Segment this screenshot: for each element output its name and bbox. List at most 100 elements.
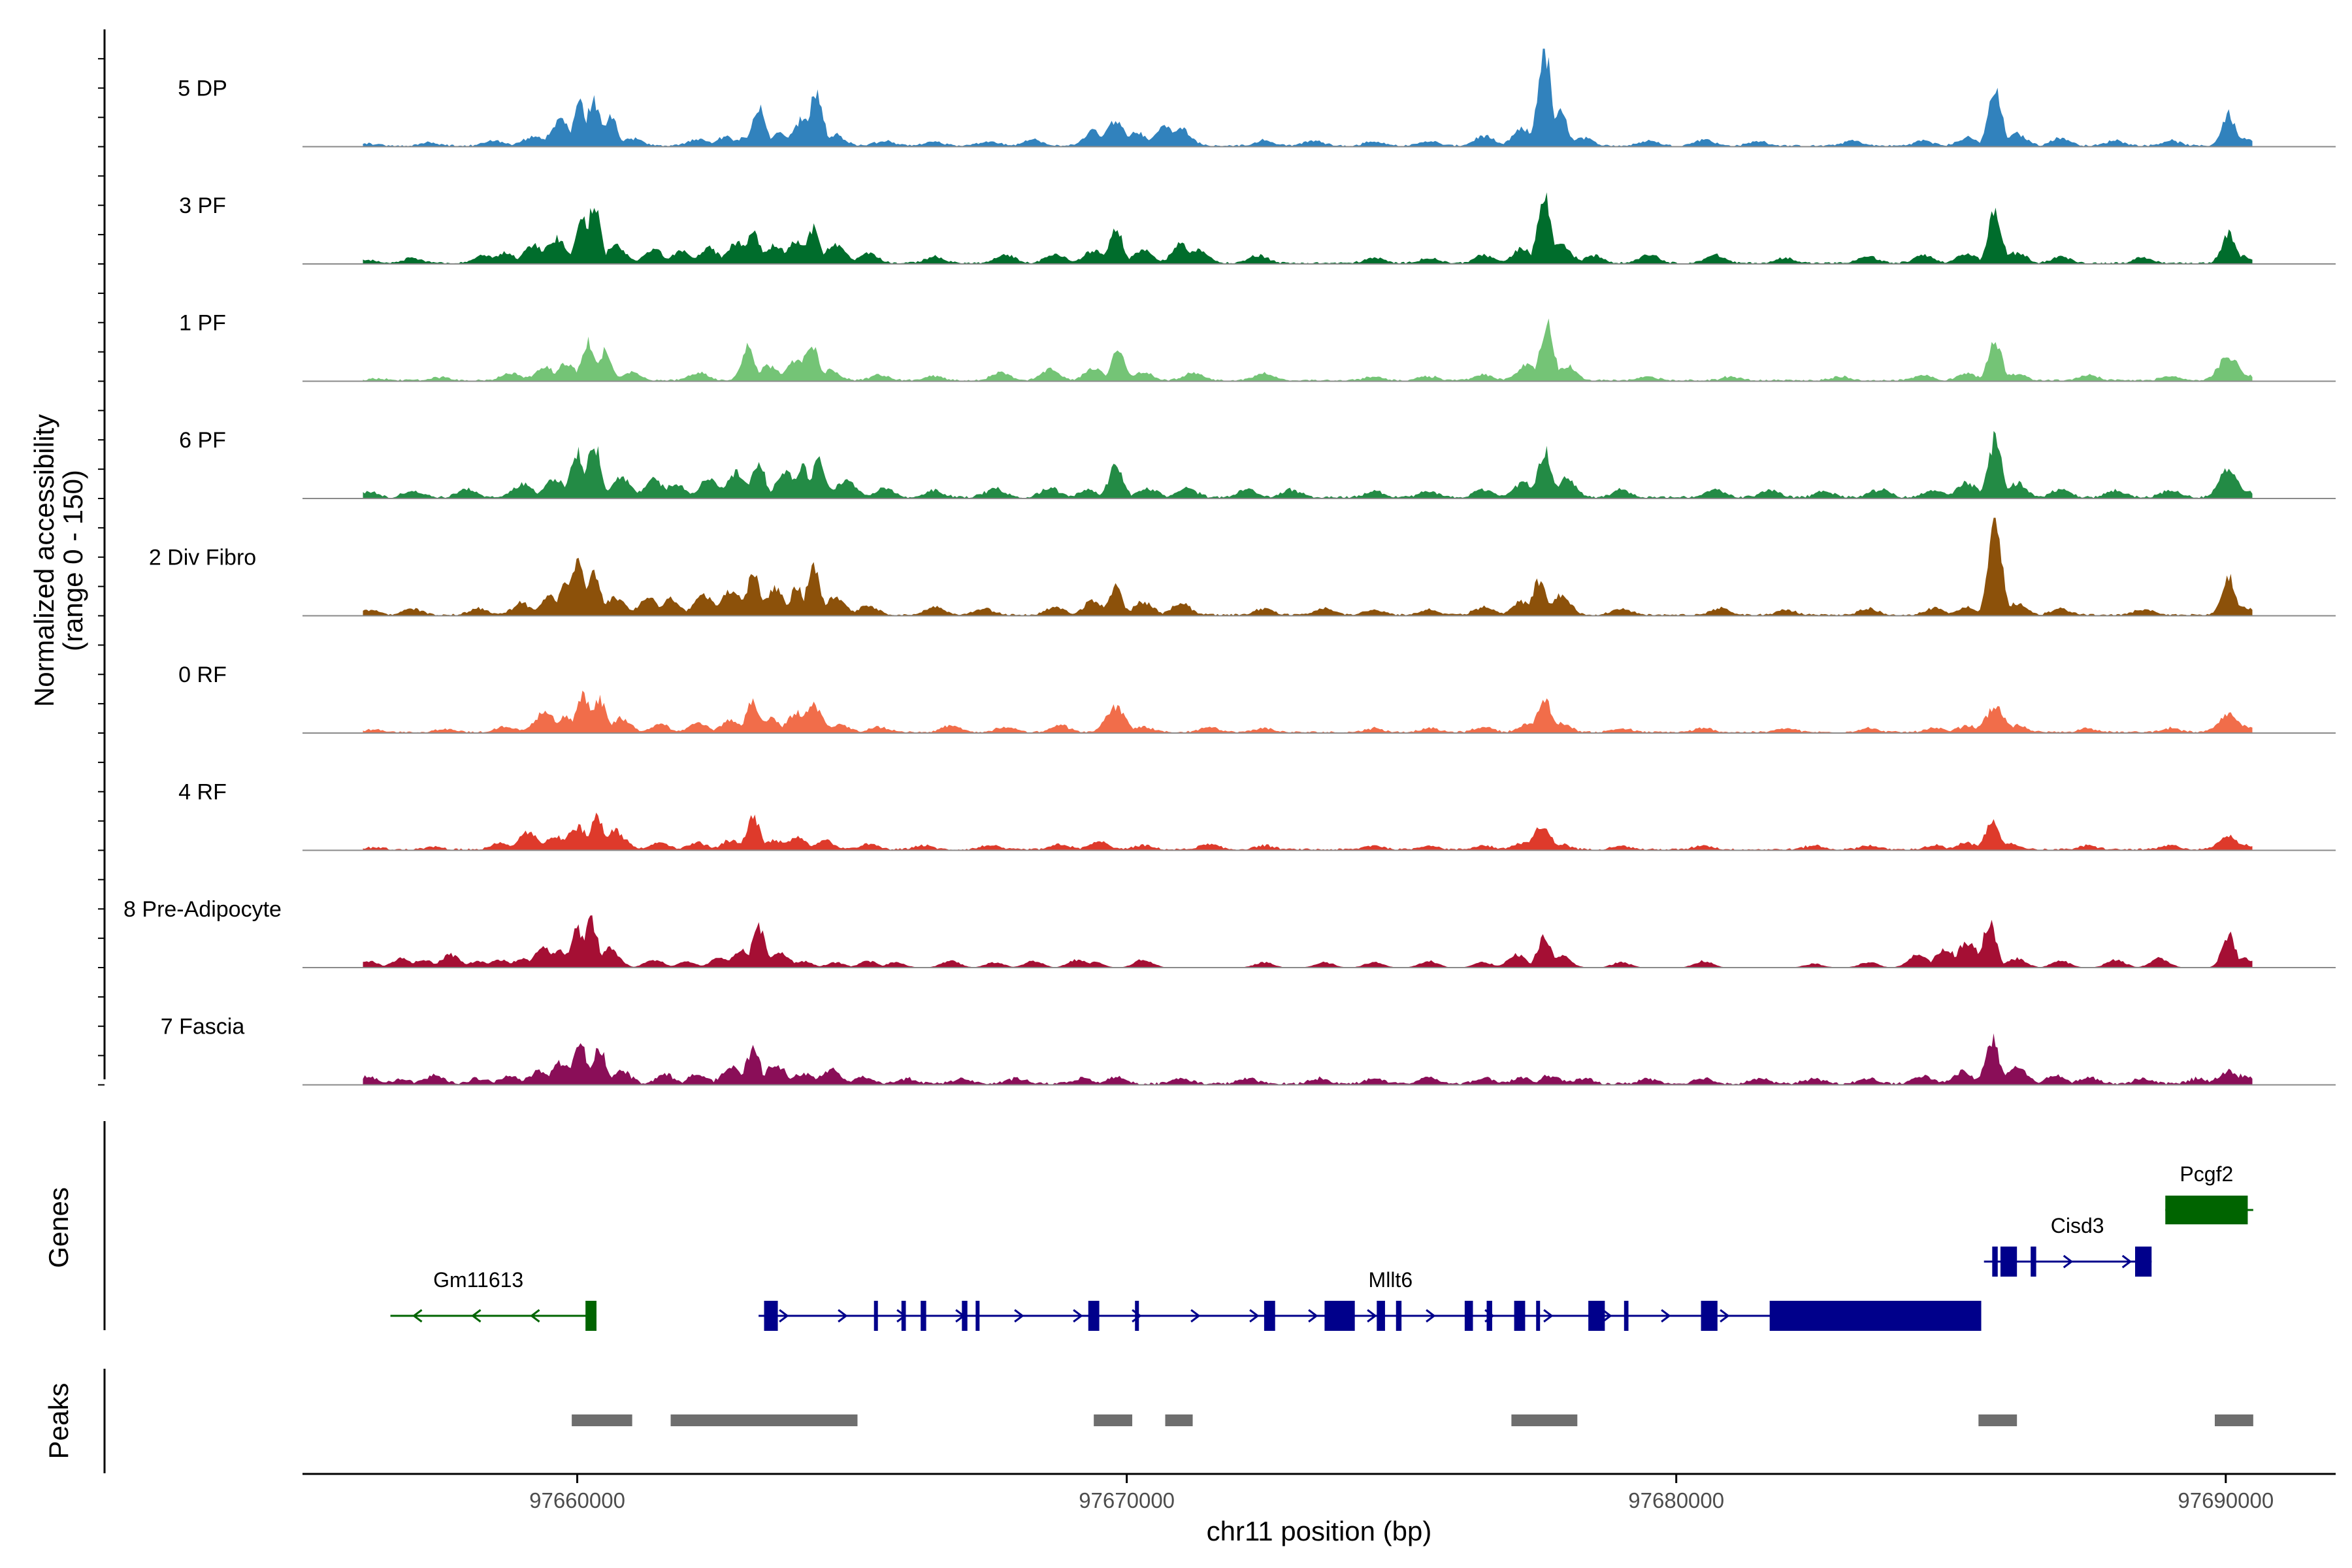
exon-block: [1088, 1301, 1100, 1331]
track-label: 3 PF: [179, 193, 226, 218]
strand-chevron: [1132, 1309, 1142, 1323]
gene-pcgf2: Pcgf2: [2165, 1162, 2253, 1224]
strand-chevron: [1602, 1309, 1612, 1323]
coverage-area: [363, 915, 2253, 968]
exon-block: [585, 1301, 596, 1331]
gene-label: Mllt6: [1369, 1268, 1413, 1292]
coverage-area: [363, 48, 2253, 147]
y-axis-title: Normalized accessibility (range 0 - 150): [29, 414, 88, 707]
strand-chevron: [1720, 1309, 1730, 1323]
coverage-area: [363, 318, 2253, 382]
gene-mllt6: Mllt6: [759, 1268, 1982, 1331]
strand-chevron: [1308, 1309, 1318, 1323]
exon-block: [2031, 1247, 2036, 1277]
peak-region: [670, 1414, 858, 1426]
exon-block: [1464, 1301, 1473, 1331]
coverage-area: [363, 1033, 2253, 1085]
exon-block: [962, 1301, 968, 1331]
exon-block: [764, 1301, 778, 1331]
track-5-dp: 5 DP: [178, 48, 2336, 148]
strand-chevron: [1367, 1309, 1377, 1323]
strand-chevron: [2121, 1254, 2132, 1269]
coverage-area: [363, 812, 2253, 851]
peak-region: [1978, 1414, 2017, 1426]
strand-chevron: [1014, 1309, 1024, 1323]
gene-label: Pcgf2: [2180, 1162, 2233, 1186]
exon-block: [1536, 1301, 1541, 1331]
exon-block: [1264, 1301, 1275, 1331]
exon-block: [1486, 1301, 1492, 1331]
track-8-pre-adipocyte: 8 Pre-Adipocyte: [123, 897, 2336, 968]
strand-chevron: [530, 1309, 540, 1323]
gene-label: Cisd3: [2051, 1214, 2104, 1237]
x-tick-label: 97690000: [2178, 1488, 2274, 1512]
track-label: 7 Fascia: [161, 1015, 245, 1039]
exon-block: [1992, 1247, 1998, 1277]
exon-block: [1588, 1301, 1605, 1331]
strand-chevron: [412, 1309, 423, 1323]
track-label: 6 PF: [179, 428, 226, 453]
exon-block: [1514, 1301, 1526, 1331]
strand-chevron: [1073, 1309, 1083, 1323]
track-0-rf: 0 RF: [178, 662, 2336, 734]
x-axis-ticks: 97660000 97670000 97680000 97690000: [529, 1474, 2274, 1512]
exon-block: [2165, 1196, 2248, 1224]
track-label: 5 DP: [178, 76, 227, 101]
strand-chevron: [1249, 1309, 1260, 1323]
gene-cisd3: Cisd3: [1984, 1214, 2152, 1277]
peak-region: [1094, 1414, 1133, 1426]
peak-region: [572, 1414, 632, 1426]
gene-label: Gm11613: [433, 1268, 523, 1292]
x-axis-title: chr11 position (bp): [1207, 1516, 1432, 1546]
strand-chevron: [2063, 1254, 2074, 1269]
exon-block: [1701, 1301, 1718, 1331]
y-axis-title-line2: (range 0 - 150): [57, 470, 88, 651]
strand-chevron: [1426, 1309, 1436, 1323]
exon-block: [2000, 1247, 2017, 1277]
exon-block: [921, 1301, 926, 1331]
track-label: 0 RF: [178, 662, 227, 687]
strand-chevron: [779, 1309, 789, 1323]
track-6-pf: 6 PF: [179, 428, 2336, 499]
coverage-area: [363, 691, 2253, 733]
coverage-area: [363, 192, 2253, 264]
exon-block: [1377, 1301, 1385, 1331]
strand-chevron: [1661, 1309, 1671, 1323]
peak-track: [572, 1414, 2253, 1426]
exon-block: [975, 1301, 980, 1331]
x-tick-label: 97660000: [529, 1488, 625, 1512]
strand-chevron: [838, 1309, 848, 1323]
exon-block: [2135, 1247, 2152, 1277]
strand-chevron: [1190, 1309, 1201, 1323]
x-tick-label: 97670000: [1079, 1488, 1175, 1512]
track-label: 4 RF: [178, 780, 227, 805]
exon-block: [1135, 1301, 1139, 1331]
strand-chevron: [471, 1309, 482, 1323]
peaks-panel-title: Peaks: [43, 1383, 74, 1460]
track-4-rf: 4 RF: [178, 780, 2336, 851]
peak-region: [1165, 1414, 1193, 1426]
coverage-y-ticks: [98, 57, 105, 1086]
gene-track: Gm11613 Mllt6 Cisd3 Pcgf2: [390, 1162, 2253, 1331]
exon-block: [1769, 1301, 1982, 1331]
exon-block: [1324, 1301, 1355, 1331]
exon-block: [1396, 1301, 1402, 1331]
track-label: 1 PF: [179, 311, 226, 336]
track-3-pf: 3 PF: [179, 192, 2336, 265]
peak-region: [1511, 1414, 1578, 1426]
coverage-tracks: 5 DP 3 PF 1 PF 6 PF 2 Div Fibro 0 RF 4 RF 8 Pre…: [123, 48, 2336, 1086]
y-axis-title-line1: Normalized accessibility: [29, 414, 59, 707]
track-1-pf: 1 PF: [179, 311, 2336, 382]
gene-gm11613: Gm11613: [390, 1268, 596, 1331]
track-2-div-fibro: 2 Div Fibro: [149, 517, 2336, 617]
coverage-area: [363, 431, 2253, 498]
strand-chevron: [1543, 1309, 1554, 1323]
exon-block: [901, 1301, 906, 1331]
x-tick-label: 97680000: [1628, 1488, 1724, 1512]
track-label: 8 Pre-Adipocyte: [123, 897, 282, 922]
track-label: 2 Div Fibro: [149, 546, 256, 570]
exon-block: [1624, 1301, 1629, 1331]
genes-panel-title: Genes: [43, 1187, 74, 1268]
peak-region: [2214, 1414, 2253, 1426]
